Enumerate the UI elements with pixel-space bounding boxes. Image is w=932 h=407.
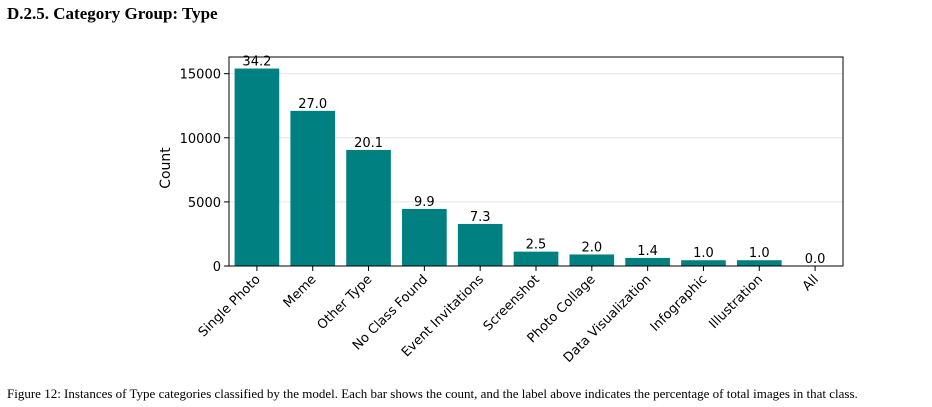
data-label: 2.0 [581, 240, 602, 255]
x-tick-label: Screenshot [481, 272, 543, 334]
y-axis-title: Count [158, 147, 174, 189]
bar [513, 251, 559, 266]
bar [625, 257, 670, 266]
bar [234, 68, 280, 266]
bar [569, 254, 615, 266]
data-label: 7.3 [470, 210, 491, 225]
bar [736, 260, 782, 266]
bar [346, 149, 391, 266]
bar [457, 223, 503, 266]
bar [290, 110, 336, 267]
x-tick-label: All [800, 272, 822, 294]
x-tick-label: Illustration [706, 272, 766, 332]
x-tick-label: Other Type [315, 272, 376, 333]
x-tick-label: Infographic [648, 272, 711, 335]
x-tick-label: Single Photo [196, 272, 264, 340]
plot-frame [228, 56, 844, 267]
bar [402, 208, 447, 266]
data-label: 2.5 [526, 238, 547, 253]
data-label: 20.1 [354, 136, 383, 151]
data-label: 1.0 [693, 246, 714, 261]
y-tick-label: 10000 [180, 132, 221, 147]
data-label: 1.0 [749, 246, 770, 261]
section-title: D.2.5. Category Group: Type [7, 4, 218, 23]
data-label: 27.0 [298, 97, 327, 112]
data-labels: 34.2 27.0 20.1 9.9 7.3 2.5 2.0 1.4 1.0 1.0 0.0 [242, 55, 825, 267]
y-tick-label: 5000 [188, 196, 221, 211]
data-label: 9.9 [414, 195, 435, 210]
x-tick-label: Meme [281, 272, 320, 311]
y-tick-label: 15000 [180, 68, 221, 83]
data-label: 1.4 [637, 244, 658, 259]
data-label: 0.0 [805, 252, 826, 267]
data-label: 34.2 [242, 55, 271, 70]
bars [234, 68, 782, 267]
figure-caption: Figure 12: Instances of Type categories … [7, 386, 858, 401]
y-tick-label: 0 [213, 260, 221, 275]
bar [681, 260, 726, 266]
